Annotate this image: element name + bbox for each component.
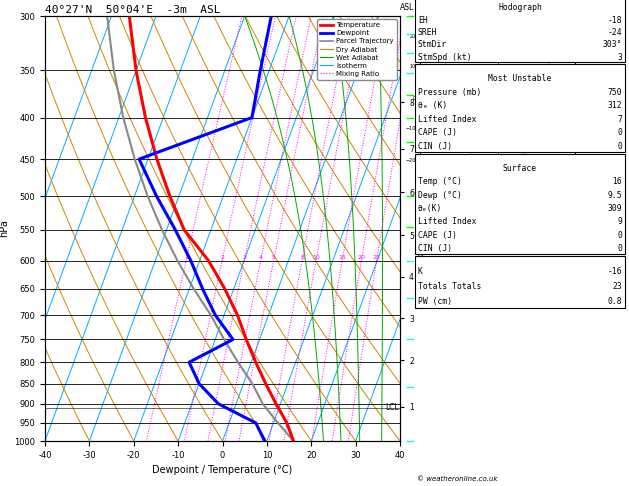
Text: SREH: SREH [418, 28, 438, 37]
Text: km
ASL: km ASL [400, 0, 415, 12]
Text: © weatheronline.co.uk: © weatheronline.co.uk [417, 476, 498, 482]
Text: StmSpd (kt): StmSpd (kt) [418, 52, 472, 62]
Text: 2: 2 [220, 256, 224, 260]
Text: 3: 3 [617, 52, 622, 62]
Text: 0: 0 [617, 142, 622, 151]
Text: Most Unstable: Most Unstable [488, 74, 552, 83]
Text: 0: 0 [617, 231, 622, 240]
Text: 8: 8 [300, 256, 304, 260]
Legend: Temperature, Dewpoint, Parcel Trajectory, Dry Adiabat, Wet Adiabat, Isotherm, Mi: Temperature, Dewpoint, Parcel Trajectory… [318, 19, 396, 80]
Text: 0.8: 0.8 [608, 297, 622, 306]
Text: CAPE (J): CAPE (J) [418, 128, 457, 138]
Text: 5: 5 [272, 256, 276, 260]
Text: kt: kt [426, 24, 433, 30]
Text: θₑ (K): θₑ (K) [418, 101, 447, 110]
Text: EH: EH [418, 16, 428, 25]
Text: 0: 0 [617, 128, 622, 138]
Text: 18.04.2024  18GMT  (Base: 00): 18.04.2024 18GMT (Base: 00) [416, 13, 587, 23]
Text: 9.5: 9.5 [608, 191, 622, 200]
Text: 9: 9 [617, 217, 622, 226]
Text: Lifted Index: Lifted Index [418, 217, 477, 226]
Text: 20: 20 [357, 256, 365, 260]
Text: 0: 0 [617, 244, 622, 253]
Text: -16: -16 [608, 267, 622, 276]
Text: 303°: 303° [603, 40, 622, 50]
Text: Surface: Surface [503, 164, 537, 173]
Text: ⊕: ⊕ [442, 145, 451, 156]
Text: 23: 23 [612, 282, 622, 291]
Text: 312: 312 [608, 101, 622, 110]
Y-axis label: hPa: hPa [0, 220, 9, 238]
Text: 7: 7 [617, 115, 622, 124]
Text: CIN (J): CIN (J) [418, 244, 452, 253]
Text: Temp (°C): Temp (°C) [418, 177, 462, 186]
Text: PW (cm): PW (cm) [418, 297, 452, 306]
Text: 15: 15 [338, 256, 346, 260]
Text: 309: 309 [608, 204, 622, 213]
Text: θₑ(K): θₑ(K) [418, 204, 442, 213]
Text: Dewp (°C): Dewp (°C) [418, 191, 462, 200]
Text: CAPE (J): CAPE (J) [418, 231, 457, 240]
Text: 3: 3 [242, 256, 247, 260]
Text: CIN (J): CIN (J) [418, 142, 452, 151]
Text: K: K [418, 267, 423, 276]
Text: LCL: LCL [385, 403, 399, 412]
Text: 1: 1 [184, 256, 188, 260]
Text: 16: 16 [612, 177, 622, 186]
Text: 4: 4 [259, 256, 263, 260]
Text: Lifted Index: Lifted Index [418, 115, 477, 124]
Text: Hodograph: Hodograph [498, 3, 542, 12]
Text: 40°27'N  50°04'E  -3m  ASL: 40°27'N 50°04'E -3m ASL [45, 5, 221, 15]
Text: Pressure (mb): Pressure (mb) [418, 87, 481, 97]
Text: StmDir: StmDir [418, 40, 447, 50]
Text: 10: 10 [312, 256, 320, 260]
Text: Totals Totals: Totals Totals [418, 282, 481, 291]
X-axis label: Dewpoint / Temperature (°C): Dewpoint / Temperature (°C) [152, 465, 292, 475]
Text: -24: -24 [608, 28, 622, 37]
Text: -18: -18 [608, 16, 622, 25]
Text: 25: 25 [372, 256, 381, 260]
Text: 750: 750 [608, 87, 622, 97]
Y-axis label: Mixing Ratio (g/kg): Mixing Ratio (g/kg) [416, 189, 426, 268]
